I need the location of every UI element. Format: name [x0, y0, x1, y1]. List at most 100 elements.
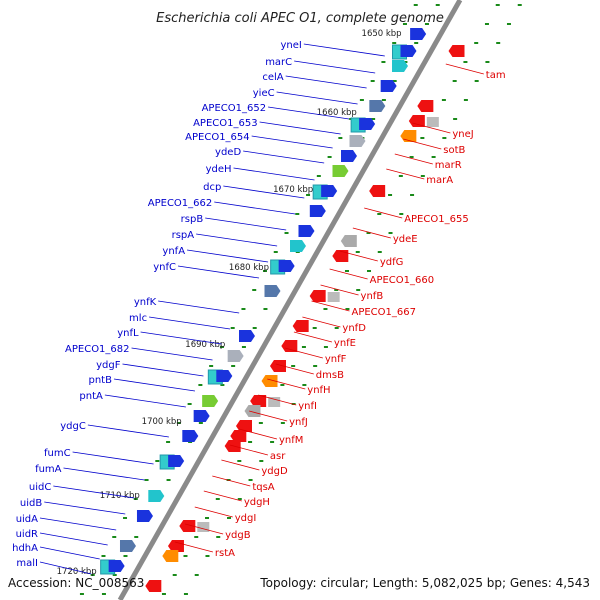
gene-label-uidR[interactable]: uidR	[16, 529, 38, 540]
tick-mark	[209, 365, 214, 367]
gene-label-ynfJ[interactable]: ynfJ	[289, 417, 308, 428]
gene-label-ydfG[interactable]: ydfG	[380, 257, 404, 268]
tick-mark	[161, 593, 166, 595]
tick-mark	[410, 194, 415, 196]
gene-arrow-forward	[108, 560, 125, 572]
tick-mark	[452, 80, 457, 82]
gene-label-ynfL[interactable]: ynfL	[117, 328, 139, 339]
gene-label-APECO1_662[interactable]: APECO1_662	[148, 198, 213, 209]
tick-mark	[424, 23, 429, 25]
gene-leader-line	[403, 138, 442, 150]
gene-label-APECO1_655[interactable]: APECO1_655	[404, 214, 469, 225]
tick-mark	[215, 498, 220, 500]
gene-label-ydgH[interactable]: ydgH	[244, 497, 270, 508]
tick-mark	[388, 194, 393, 196]
tick-mark	[295, 213, 300, 215]
gene-label-ynfB[interactable]: ynfB	[361, 291, 384, 302]
gene-arrow-forward	[380, 80, 397, 92]
gene-label-pntA[interactable]: pntA	[79, 391, 103, 402]
gene-label-rspA[interactable]: rspA	[172, 230, 195, 241]
gene-label-APECO1_660[interactable]: APECO1_660	[370, 275, 435, 286]
gene-label-APECO1_667[interactable]: APECO1_667	[351, 307, 416, 318]
tick-mark	[495, 4, 500, 6]
gene-label-marA[interactable]: marA	[426, 175, 453, 186]
gene-arrow-forward	[369, 100, 386, 112]
gene-label-malI[interactable]: malI	[16, 558, 38, 569]
gene-arrow-reverse	[145, 580, 162, 592]
gene-label-mlc[interactable]: mlc	[129, 313, 147, 324]
tick-mark	[166, 441, 171, 443]
gene-leader-line	[223, 185, 305, 199]
gene-label-tam[interactable]: tam	[486, 70, 506, 81]
tick-mark	[381, 61, 386, 63]
gene-label-yneJ[interactable]: yneJ	[452, 129, 473, 140]
tick-mark	[345, 308, 350, 310]
gene-label-ynfC[interactable]: ynfC	[153, 262, 176, 273]
gene-arrow-forward	[298, 225, 315, 237]
gene-label-fumA[interactable]: fumA	[35, 464, 62, 475]
gene-label-ydgI[interactable]: ydgI	[235, 513, 257, 524]
gene-label-fumC[interactable]: fumC	[44, 448, 71, 459]
gene-label-ydeD[interactable]: ydeD	[215, 147, 241, 158]
gene-label-ynfM[interactable]: ynfM	[279, 435, 303, 446]
gene-label-ynfH[interactable]: ynfH	[307, 385, 330, 396]
gene-leader-line	[268, 106, 350, 120]
gene-label-yieC[interactable]: yieC	[253, 88, 275, 99]
gene-label-ynfK[interactable]: ynfK	[134, 297, 157, 308]
kbp-label: 1670 kbp	[273, 185, 313, 195]
gene-arrow-forward	[321, 185, 338, 197]
gene-arrow-reverse	[162, 550, 179, 562]
gene-label-ynfF[interactable]: ynfF	[325, 354, 347, 365]
gene-label-APECO1_654[interactable]: APECO1_654	[185, 132, 250, 143]
gene-label-asr[interactable]: asr	[270, 451, 286, 462]
map-title: Escherichia coli APEC O1, complete genom…	[156, 11, 444, 26]
gene-label-ydeE[interactable]: ydeE	[393, 234, 418, 245]
gene-label-ydgB[interactable]: ydgB	[225, 530, 251, 541]
gene-label-uidA[interactable]: uidA	[16, 514, 38, 525]
gene-leader-line	[44, 501, 126, 515]
gene-arrow-reverse	[309, 290, 326, 302]
tick-mark	[112, 536, 117, 538]
gene-label-tqsA[interactable]: tqsA	[252, 482, 274, 493]
gene-label-uidC[interactable]: uidC	[29, 482, 51, 493]
gene-label-ynfE[interactable]: ynfE	[334, 338, 356, 349]
gene-label-hdhA[interactable]: hdhA	[12, 543, 38, 554]
tick-mark	[420, 137, 425, 139]
tick-mark	[323, 308, 328, 310]
gene-label-ydgD[interactable]: ydgD	[261, 466, 288, 477]
gene-label-APECO1_682[interactable]: APECO1_682	[65, 344, 130, 355]
gene-label-marC[interactable]: marC	[265, 57, 292, 68]
gene-label-ydeH[interactable]: ydeH	[206, 164, 232, 175]
gene-leader-line	[412, 122, 451, 134]
gene-leader-line	[149, 316, 231, 330]
tick-mark	[280, 384, 285, 386]
tick-mark	[258, 422, 263, 424]
tick-mark	[388, 232, 393, 234]
gene-label-dcp[interactable]: dcp	[203, 182, 221, 193]
gene-label-ynfI[interactable]: ynfI	[298, 401, 317, 412]
gene-label-rspB[interactable]: rspB	[181, 214, 204, 225]
gene-leader-line	[303, 43, 385, 57]
gene-label-sotB[interactable]: sotB	[443, 145, 465, 156]
tick-mark	[398, 175, 403, 177]
gene-arrow-forward	[349, 135, 366, 147]
gene-leader-line	[140, 331, 222, 345]
tick-mark	[392, 80, 397, 82]
gene-label-yneI[interactable]: yneI	[280, 40, 301, 51]
gene-leader-line	[258, 394, 297, 406]
kbp-label: 1690 kbp	[185, 340, 225, 350]
gene-label-APECO1_653[interactable]: APECO1_653	[193, 118, 258, 129]
gene-label-rstA[interactable]: rstA	[215, 548, 235, 559]
gene-label-ydgC[interactable]: ydgC	[60, 421, 86, 432]
gene-label-APECO1_652[interactable]: APECO1_652	[202, 103, 267, 114]
gene-label-dmsB[interactable]: dmsB	[316, 370, 344, 381]
gene-label-ynfD[interactable]: ynfD	[342, 323, 366, 334]
gene-leader-line	[194, 506, 233, 518]
tick-mark	[431, 156, 436, 158]
gene-label-celA[interactable]: celA	[262, 72, 283, 83]
gene-label-ynfA[interactable]: ynfA	[162, 246, 185, 257]
gene-label-pntB[interactable]: pntB	[88, 375, 112, 386]
gene-label-ydgF[interactable]: ydgF	[96, 360, 121, 371]
gene-label-uidB[interactable]: uidB	[20, 498, 42, 509]
gene-label-marR[interactable]: marR	[435, 160, 462, 171]
